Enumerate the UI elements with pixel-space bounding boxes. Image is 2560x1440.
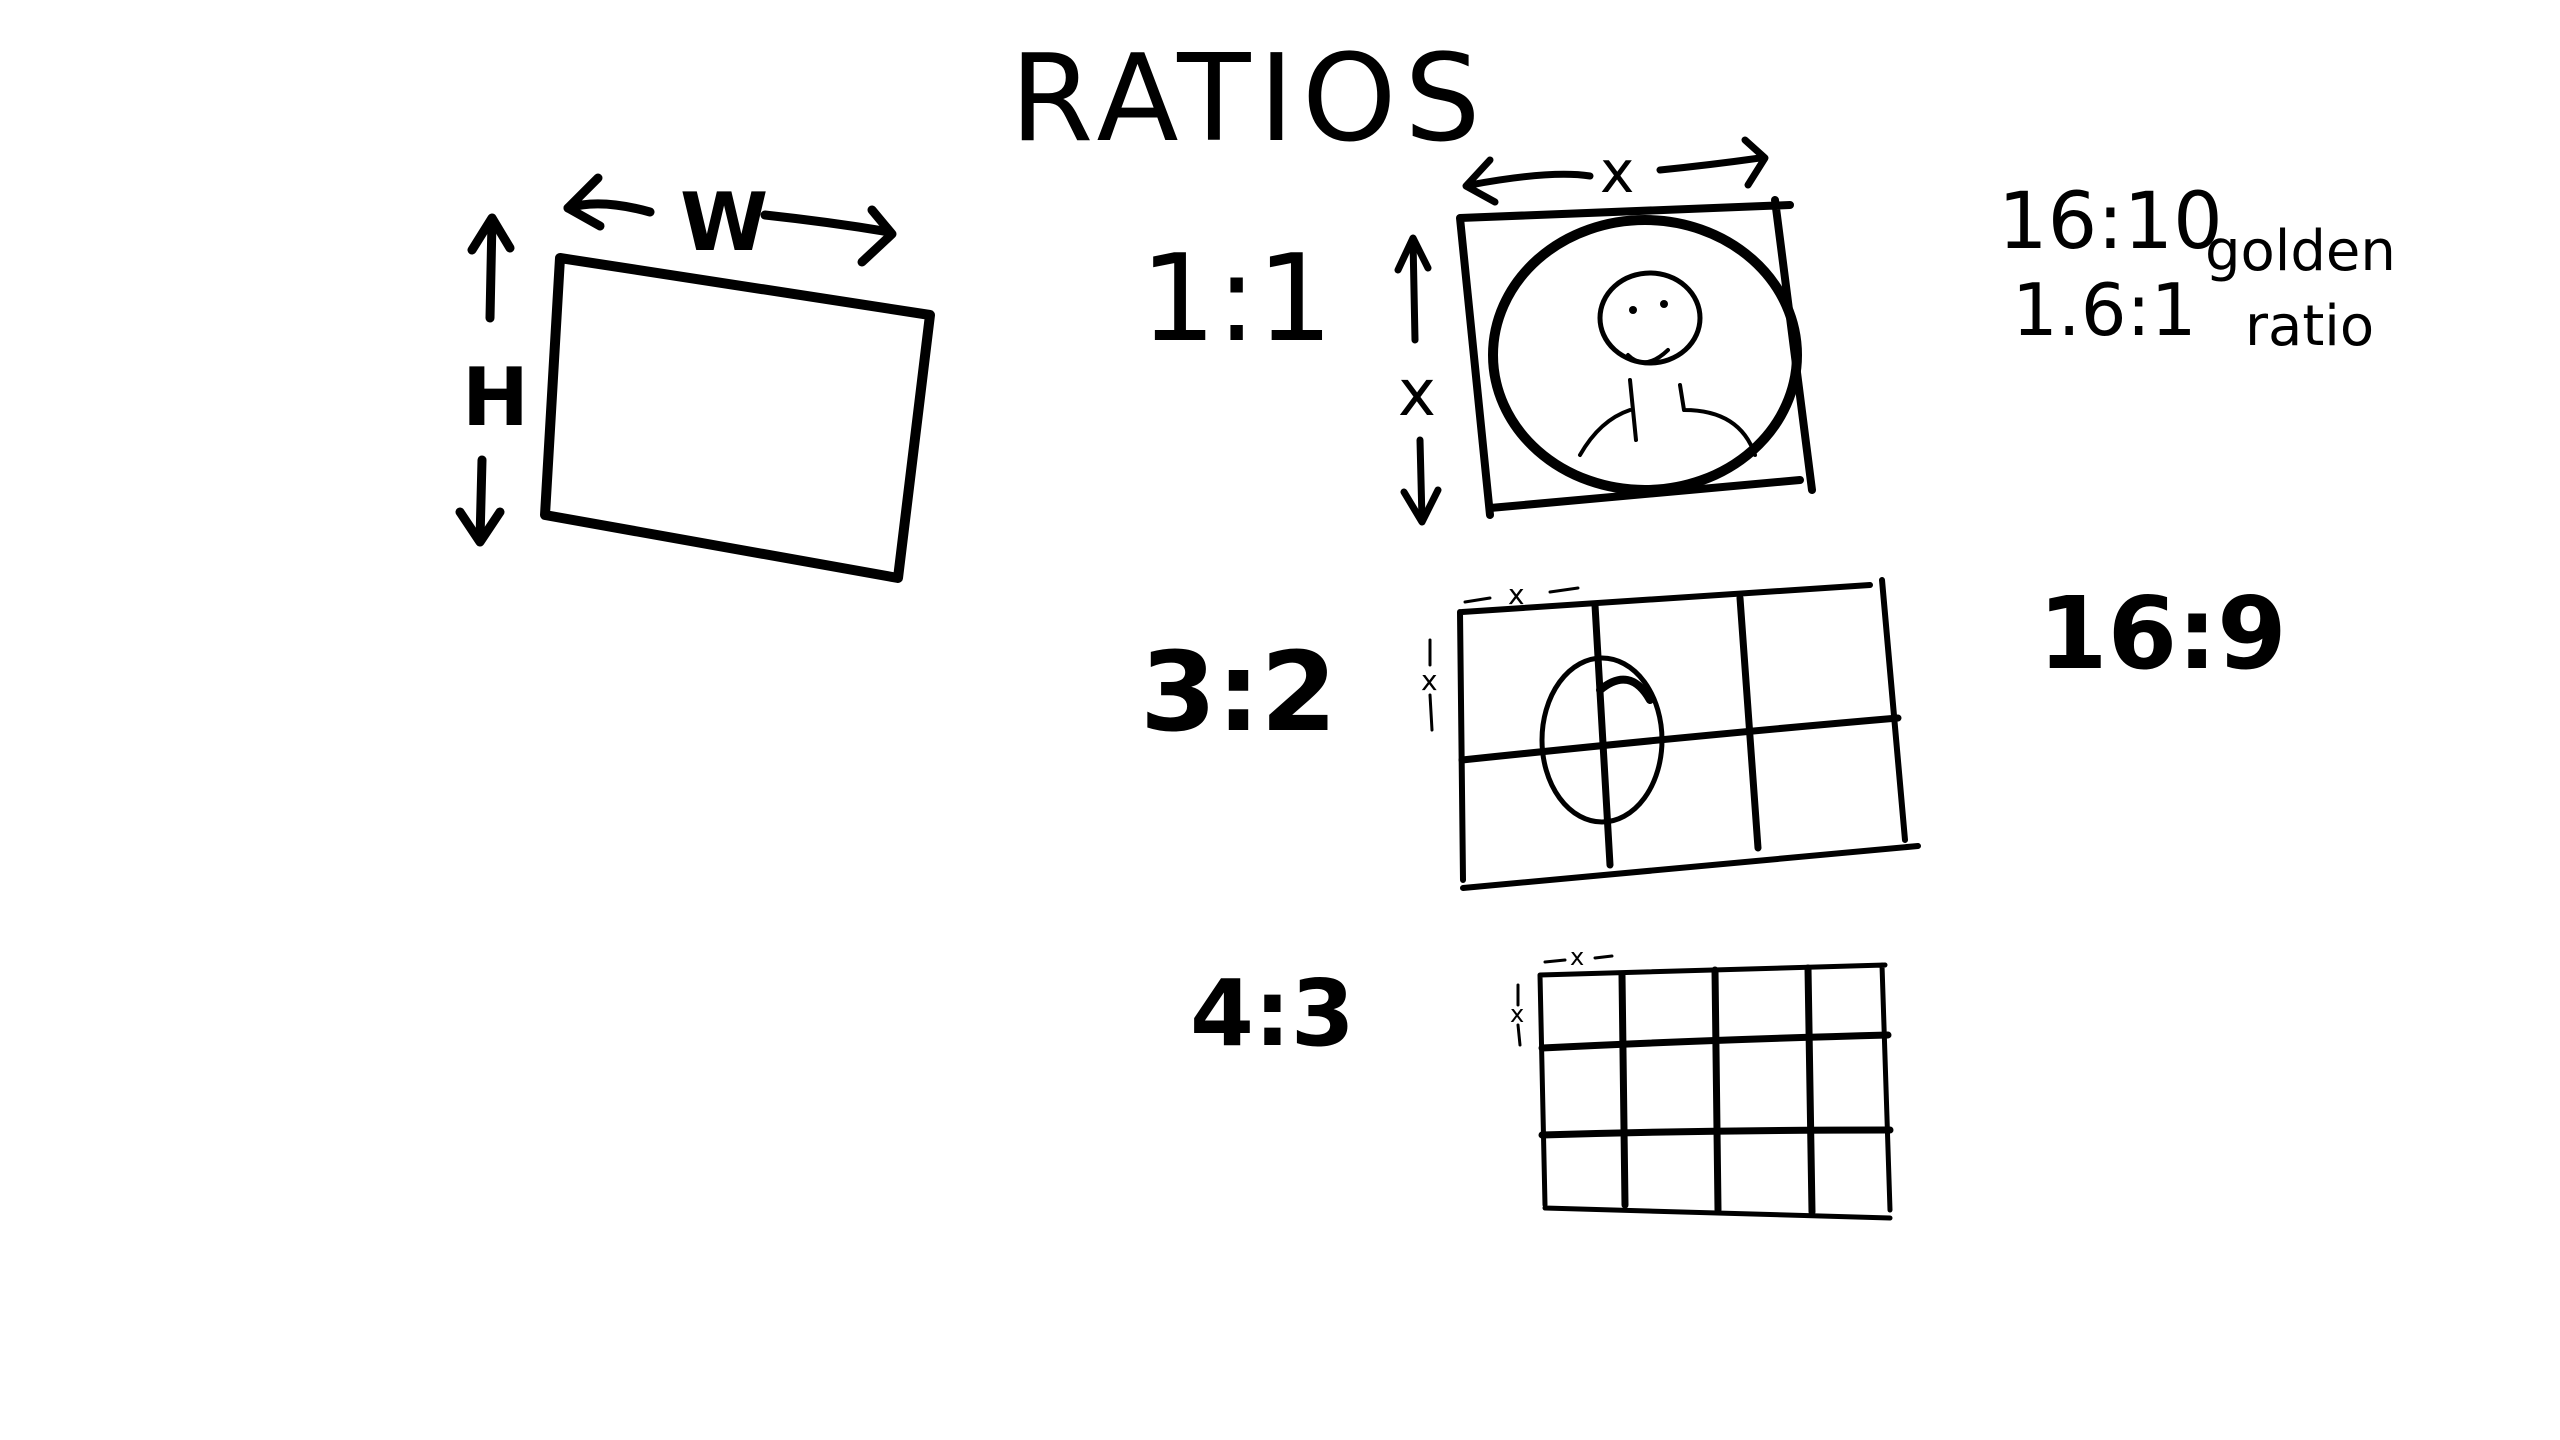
- grid-3x2-top-label: x: [1508, 578, 1525, 611]
- side-dimension-label: x: [1398, 357, 1436, 431]
- profile-head: [1597, 270, 1703, 366]
- width-arrowhead-right: [857, 205, 897, 267]
- generic-rectangle-diagram: W H: [455, 173, 935, 583]
- grid-3x2-top-arrow: [1463, 586, 1580, 604]
- grid-3x2-circle: [1539, 655, 1665, 825]
- ratio-label-3-2: 3:2: [1140, 628, 1337, 756]
- ratio-label-1-1: 1:1: [1140, 230, 1333, 369]
- note-golden: golden: [2205, 219, 2396, 284]
- grid-4x3-side-arrow: [1516, 983, 1522, 1047]
- square-frame: [1456, 196, 1816, 519]
- grid-4x3-horizontal-lines: [1538, 1031, 1894, 1139]
- grid-3x2-frame: [1457, 577, 1921, 891]
- page-title: RATIOS: [1010, 30, 1489, 169]
- profile-body: [1578, 378, 1757, 457]
- grid-3x2-side-arrow: [1428, 638, 1434, 732]
- width-label: W: [680, 176, 768, 269]
- profile-smile: [1626, 348, 1670, 365]
- side-dimension-arrow: [1409, 236, 1426, 524]
- ratio-1-1-diagram: 1:1 x x: [1140, 136, 1816, 526]
- height-label: H: [462, 351, 529, 444]
- ratio-3-2-diagram: 3:2 x x: [1140, 577, 1921, 891]
- width-arrow-right: [760, 210, 895, 237]
- side-arrowhead-down: [1400, 486, 1442, 526]
- height-arrow-up: [485, 215, 497, 323]
- grid-3x2-side-label: x: [1421, 664, 1438, 697]
- top-dimension-label: x: [1600, 138, 1634, 206]
- ratio-label-4-3: 4:3: [1190, 960, 1355, 1067]
- note-ratio-16-9: 16:9: [2038, 575, 2287, 692]
- note-ratio-1-6-1: 1.6:1: [2012, 268, 2197, 352]
- generic-rectangle: [540, 253, 935, 583]
- grid-4x3-side-label: x: [1510, 1000, 1524, 1028]
- grid-4x3-top-arrow: [1543, 954, 1614, 964]
- side-arrowhead-up: [1394, 234, 1432, 274]
- note-ratio-16-10: 16:10: [1998, 177, 2223, 267]
- height-arrowhead-down: [455, 507, 505, 547]
- grid-3x2-circle-accent: [1596, 675, 1654, 704]
- grid-4x3-vertical-lines: [1618, 964, 1816, 1216]
- top-arrowhead-left: [1462, 156, 1499, 206]
- top-dimension-arrow: [1466, 154, 1764, 189]
- profile-eye-right: [1660, 300, 1668, 308]
- top-arrowhead-right: [1741, 136, 1769, 189]
- side-notes: 16:10 1.6:1 golden ratio 16:9: [1998, 177, 2396, 692]
- height-arrowhead-up: [467, 213, 515, 255]
- grid-3x2-horizontal-line: [1458, 714, 1902, 764]
- grid-4x3-top-label: x: [1570, 943, 1584, 971]
- height-arrow-down: [475, 455, 487, 545]
- note-ratio-word: ratio: [2245, 294, 2374, 359]
- profile-circle: [1488, 215, 1802, 495]
- profile-eye-left: [1629, 306, 1637, 314]
- width-arrowhead-left: [563, 173, 605, 231]
- ratio-4-3-diagram: 4:3 x x: [1190, 943, 1894, 1221]
